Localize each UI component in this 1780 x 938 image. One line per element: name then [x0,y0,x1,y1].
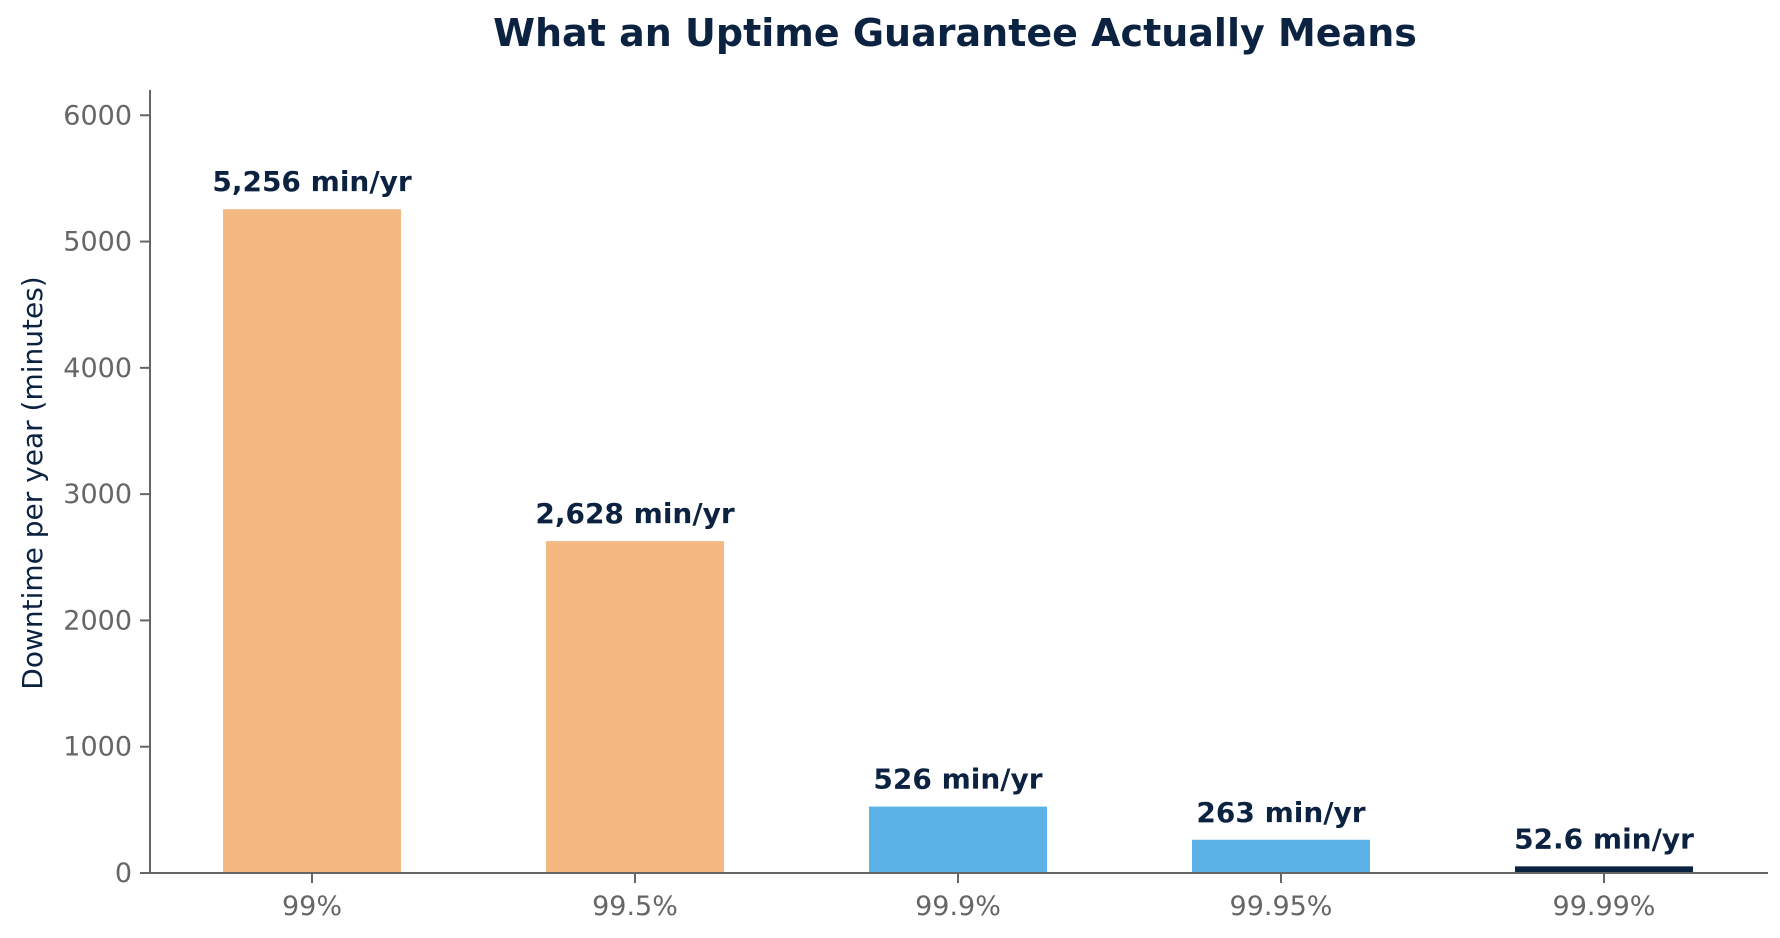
x-axis-ticks: 99% 99.5% 99.9% 99.95% 99.99% [282,873,1655,922]
y-tick-label: 0 [115,858,132,889]
data-labels: 5,256 min/yr 2,628 min/yr 526 min/yr 263 mi… [212,165,1694,855]
y-tick-label: 4000 [63,353,132,384]
chart-title: What an Uptime Guarantee Actually Means [493,11,1417,55]
y-axis-label: Downtime per year (minutes) [16,276,49,689]
data-label: 263 min/yr [1196,796,1365,829]
x-tick-label: 99.99% [1553,891,1656,922]
y-tick-label: 5000 [63,227,132,258]
bar-series [223,209,1693,873]
x-tick-label: 99.9% [915,891,1001,922]
data-label: 5,256 min/yr [212,165,412,198]
bar [869,806,1047,873]
data-label: 526 min/yr [873,763,1042,796]
x-tick-label: 99.95% [1230,891,1333,922]
y-tick-label: 1000 [63,732,132,763]
y-tick-label: 2000 [63,605,132,636]
bar [1515,866,1693,873]
x-tick-label: 99.5% [592,891,678,922]
bar [546,541,724,873]
data-label: 2,628 min/yr [535,497,735,530]
y-tick-label: 6000 [63,100,132,131]
y-tick-label: 3000 [63,479,132,510]
bar [223,209,401,873]
bar [1192,839,1370,873]
data-label: 52.6 min/yr [1514,822,1694,855]
x-tick-label: 99% [282,891,342,922]
y-axis-ticks: 0 1000 2000 3000 4000 5000 6000 [63,100,150,889]
